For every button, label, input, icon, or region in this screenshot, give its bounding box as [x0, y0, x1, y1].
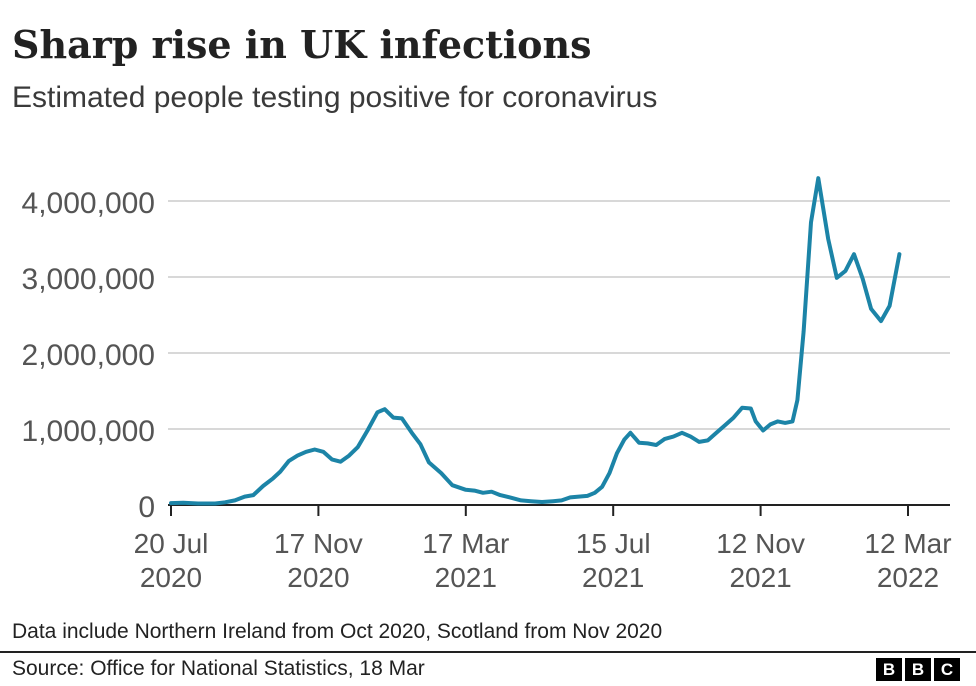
footer-divider — [0, 651, 976, 653]
x-tick-label: 15 Jul — [576, 528, 651, 559]
y-tick-label: 2,000,000 — [22, 339, 155, 372]
logo-letter: B — [876, 658, 902, 681]
chart-title: Sharp rise in UK infections — [12, 22, 592, 67]
x-tick-label-year: 2021 — [582, 562, 644, 593]
x-tick-label: 17 Nov — [274, 528, 363, 559]
line-chart: 0 1,000,000 2,000,000 3,000,000 4,000,000 20… — [22, 176, 952, 593]
logo-letter: B — [905, 658, 931, 681]
data-note: Data include Northern Ireland from Oct 2… — [12, 620, 663, 643]
source-text: Source: Office for National Statistics, … — [12, 657, 425, 680]
x-tick-label-year: 2022 — [877, 562, 939, 593]
bbc-logo: B B C — [876, 658, 960, 681]
series-line — [169, 176, 902, 506]
y-axis-labels: 0 1,000,000 2,000,000 3,000,000 4,000,000 — [22, 187, 155, 524]
x-tick-label: 17 Mar — [422, 528, 509, 559]
logo-letter: C — [934, 658, 960, 681]
x-tick-label-year: 2021 — [435, 562, 497, 593]
chart-subtitle: Estimated people testing positive for co… — [12, 81, 658, 114]
y-tick-label: 4,000,000 — [22, 187, 155, 220]
series-layer — [169, 176, 902, 506]
x-tick-label: 12 Mar — [864, 528, 951, 559]
x-tick-label-year: 2020 — [140, 562, 202, 593]
x-tick-label: 12 Nov — [716, 528, 805, 559]
y-tick-label: 1,000,000 — [22, 415, 155, 448]
x-tick-label-year: 2021 — [729, 562, 791, 593]
y-tick-label: 0 — [138, 491, 155, 524]
x-tick-label: 20 Jul — [134, 528, 209, 559]
y-tick-label: 3,000,000 — [22, 263, 155, 296]
gridlines — [168, 200, 950, 430]
x-tick-label-year: 2020 — [287, 562, 349, 593]
